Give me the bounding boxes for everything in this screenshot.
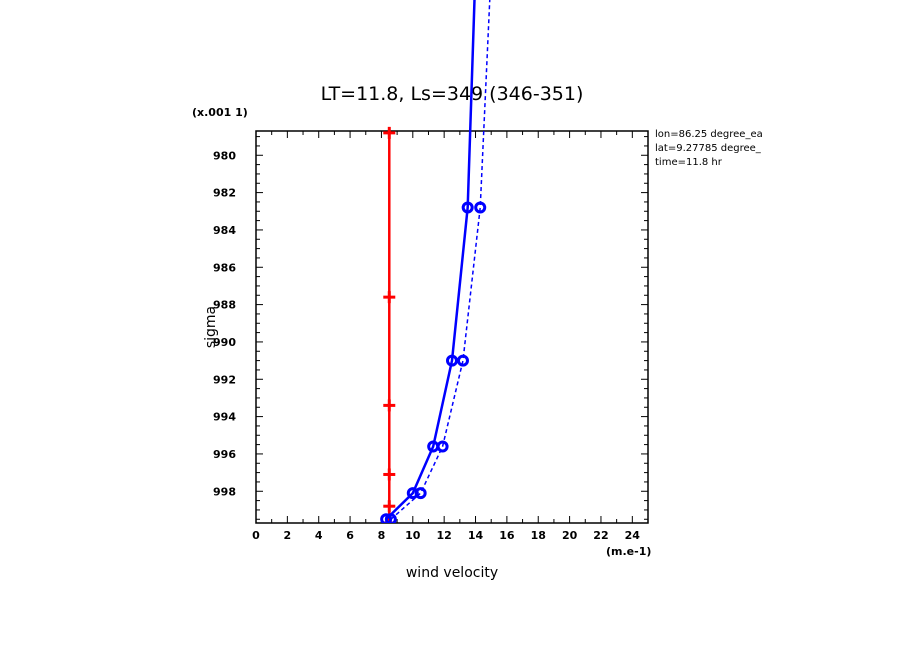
x-tick-label: 0 (252, 529, 260, 542)
series-marker (474, 201, 487, 214)
y-tick-label: 984 (213, 224, 236, 237)
x-tick-label: 10 (405, 529, 421, 542)
x-tick-label: 6 (346, 529, 354, 542)
x-axis-label: wind velocity (406, 565, 498, 581)
x-tick-label: 20 (562, 529, 578, 542)
annotation-time: time=11.8 hr (655, 157, 723, 168)
annotation-lat: lat=9.27785 degree_ (655, 143, 762, 154)
x-tick-label: 4 (315, 529, 323, 542)
y-tick-label: 998 (213, 485, 236, 498)
x-tick-label: 2 (284, 529, 292, 542)
y-tick-label: 982 (213, 187, 236, 200)
series-marker (436, 440, 449, 453)
series-marker (383, 468, 396, 481)
y-tick-label: 992 (213, 373, 236, 386)
series-line-2 (390, 0, 491, 520)
x-tick-label: 12 (437, 529, 452, 542)
x-tick-label: 18 (531, 529, 546, 542)
annotation-lon: lon=86.25 degree_ea (655, 129, 763, 140)
ticks-layer: 0 2 4 6 8 10 12 14 16 18 20 22 249809829849869889909… (213, 131, 649, 542)
y-tick-label: 980 (213, 149, 236, 162)
x-tick-label: 24 (625, 529, 641, 542)
series-marker (383, 500, 396, 513)
series-marker (380, 513, 393, 523)
series-marker (456, 354, 469, 367)
plot-frame (255, 130, 649, 524)
x-tick-label: 8 (378, 529, 386, 542)
y-unit-label: (x.001 1) (192, 106, 248, 119)
y-tick-label: 990 (213, 336, 236, 349)
y-tick-label: 986 (213, 261, 236, 274)
x-tick-label: 16 (499, 529, 515, 542)
series-marker (414, 487, 427, 500)
x-unit-label: (m.e-1) (606, 545, 651, 558)
series-marker (383, 126, 396, 139)
series-line-1 (385, 0, 476, 521)
series-marker (383, 291, 396, 304)
x-tick-label: 14 (468, 529, 484, 542)
series-marker (461, 201, 474, 214)
y-axis-label: sigma (203, 306, 219, 348)
chart-title: LT=11.8, Ls=349 (346-351) (321, 83, 584, 105)
x-tick-label: 22 (593, 529, 608, 542)
series-layer (380, 0, 491, 523)
y-tick-label: 994 (213, 411, 236, 424)
series-marker (383, 399, 396, 412)
series-marker (384, 513, 397, 523)
y-tick-label: 996 (213, 448, 236, 461)
series-marker (446, 354, 458, 367)
y-tick-label: 988 (213, 299, 236, 312)
